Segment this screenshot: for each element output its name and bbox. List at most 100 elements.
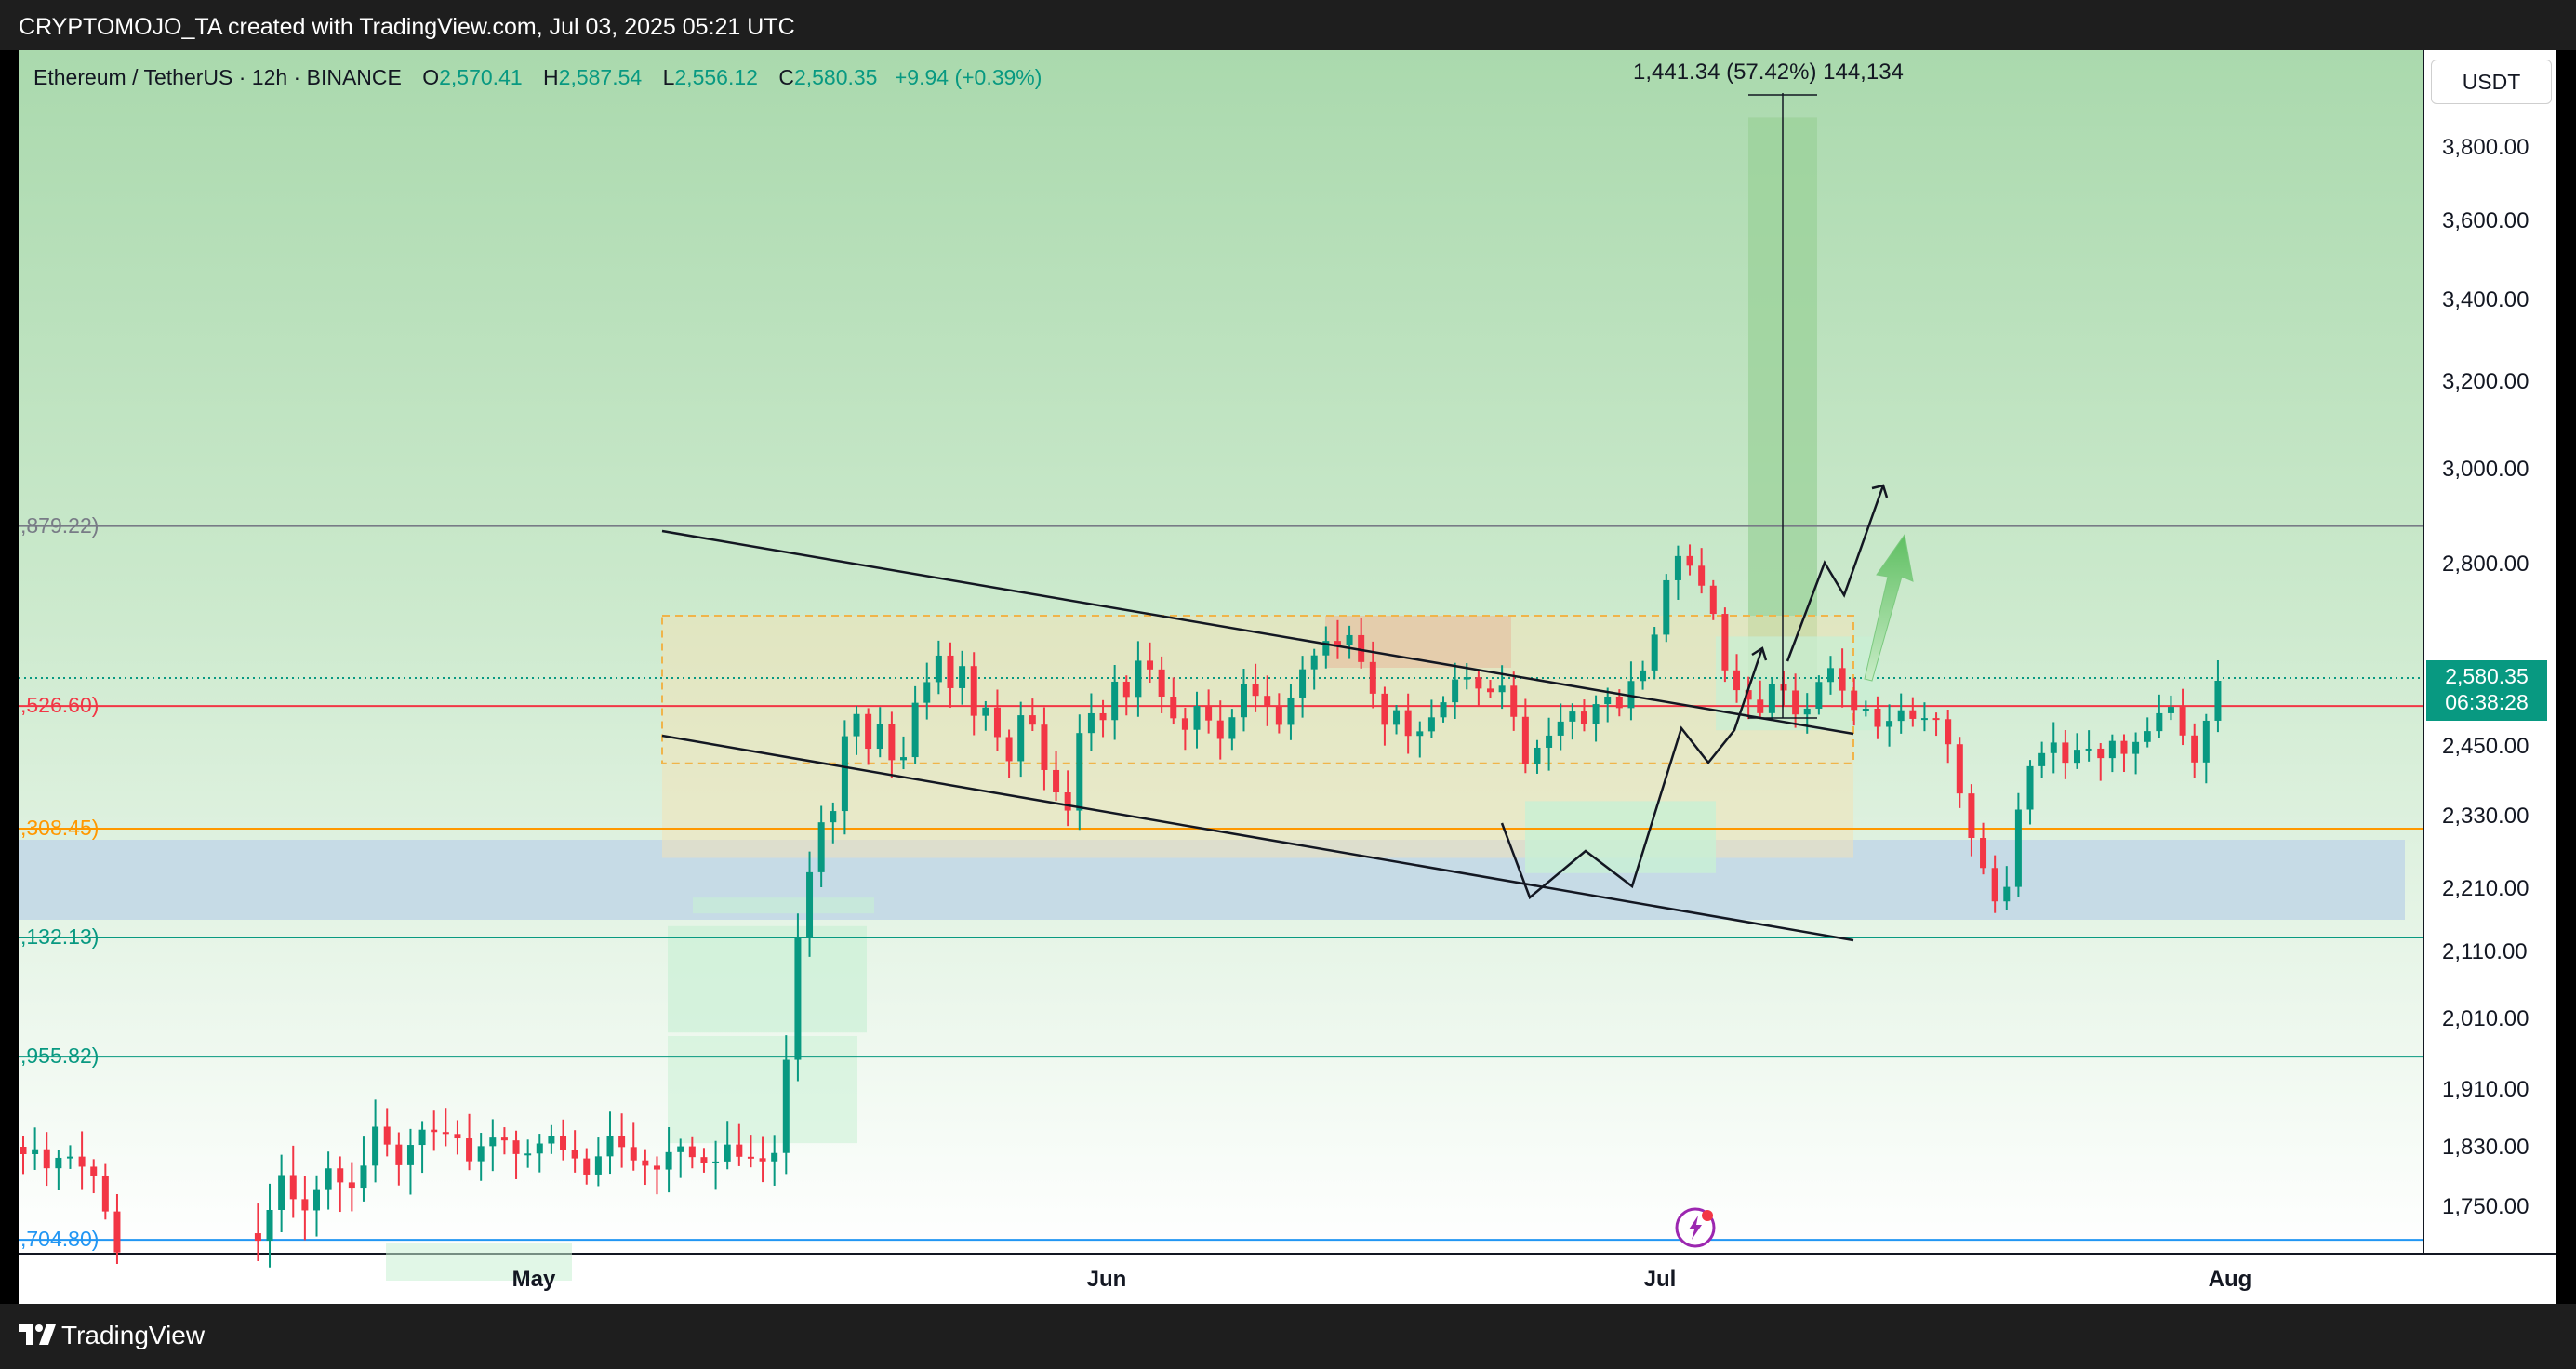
candle [771,1135,778,1186]
candle [618,1113,626,1168]
candle [1627,661,1635,721]
candle [1158,656,1165,713]
projection-path-1[interactable] [1500,647,1764,900]
candle [1510,671,1518,731]
y-tick-label: 3,800.00 [2442,135,2529,160]
candle [348,1162,355,1212]
candle [747,1135,754,1168]
candle [1346,625,1353,659]
candle [853,706,860,755]
candle [1427,699,1435,738]
candle [1264,675,1271,726]
candle [1252,663,1259,712]
y-tick-label: 2,210.00 [2442,876,2529,901]
candle [289,1145,297,1218]
candle [1310,648,1318,690]
candle [1521,698,1529,774]
y-tick-label: 2,010.00 [2442,1006,2529,1031]
candle [1851,677,1858,726]
y-axis-ticks: 3,800.00 3,600.00 3,400.00 3,200.00 3,000.00… [2442,135,2529,1219]
candle [630,1122,637,1171]
candle [2026,760,2034,825]
candle [724,1121,731,1170]
candle [1640,660,1647,690]
candle [1826,656,1834,695]
candle [865,708,872,765]
candle [2050,722,2057,774]
zone-6 [693,897,874,914]
x-tick-label: Jul [1644,1267,1677,1292]
candle [677,1138,684,1178]
candle [2108,734,2116,773]
channel-upper-line[interactable] [661,529,1854,736]
candle [254,1203,261,1261]
candle [395,1132,403,1186]
low-label: L [662,65,675,89]
projection-arrowhead-1 [1751,646,1768,661]
header-title: CRYPTOMOJO_TA created with TradingView.c… [19,14,795,40]
candle [1275,693,1282,734]
y-tick-label: 2,330.00 [2442,804,2529,829]
candle [1452,662,1459,719]
last-price-tag: 2,580.35 06:38:28 [2426,660,2547,721]
candle [20,1136,27,1175]
candle [794,913,802,1082]
right-gutter [2556,50,2576,1304]
candle [1580,699,1587,732]
candle [560,1119,567,1161]
level-label-0: ,879.22) [20,512,100,538]
candle [454,1120,461,1155]
green-arrow-icon [1864,533,1914,682]
candle [970,652,977,736]
open-label: O [422,65,440,89]
candle [594,1137,602,1187]
candle [2085,730,2092,762]
lightning-icon[interactable] [1675,1207,1716,1248]
candle [959,650,966,705]
candle [1709,579,1717,620]
candle [1663,574,1670,643]
candle [1416,721,1424,758]
candle [1674,545,1681,600]
candle [1698,548,1706,594]
change-value: +9.94 (+0.39%) [894,65,1042,89]
candle [313,1175,320,1237]
candle [2014,792,2022,897]
zone-7 [668,925,867,1033]
candle [1181,707,1188,751]
candle [477,1133,485,1181]
close-value: 2,580.35 [793,65,878,89]
candle [665,1127,672,1193]
candle [406,1128,414,1195]
candle [2074,733,2080,769]
y-tick-label: 3,200.00 [2442,369,2529,394]
candle [418,1121,426,1174]
candle [1240,669,1247,732]
candle [1792,673,1799,728]
tradingview-logo-icon [19,1324,56,1345]
candle [278,1154,285,1233]
candle [830,802,837,844]
candle [2003,866,2011,910]
currency-selector[interactable]: USDT [2431,60,2552,104]
footer-brand: TradingView [61,1321,206,1349]
candle [1534,739,1541,774]
candle [888,711,896,778]
candle [1991,855,1998,913]
candle [1099,699,1107,738]
candle [1757,680,1764,719]
candle [1980,822,1987,875]
candle [1404,693,1412,754]
y-tick-label: 1,830.00 [2442,1135,2529,1160]
candle [1569,703,1576,740]
candle [1733,654,1741,703]
channel-lower-line[interactable] [661,734,1854,942]
candle [1956,737,1963,808]
symbol-label[interactable]: Ethereum / TetherUS · 12h · BINANCE [33,65,402,89]
candle [536,1134,543,1173]
candle [935,640,942,695]
zone-8 [668,1036,857,1144]
projection-path-2[interactable] [1786,485,1885,662]
candle [606,1111,614,1175]
